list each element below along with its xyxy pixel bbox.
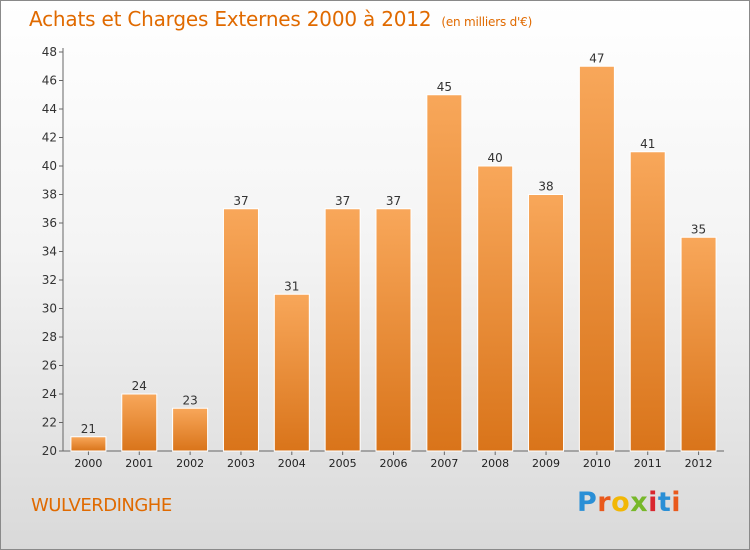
x-tick-label: 2011 <box>634 457 662 470</box>
x-tick-label: 2001 <box>125 457 153 470</box>
bar <box>121 393 158 452</box>
y-tick-label: 20 <box>42 444 57 458</box>
bar <box>477 165 514 452</box>
data-label: 37 <box>233 194 248 208</box>
data-label: 21 <box>81 422 96 436</box>
x-tick-label: 2003 <box>227 457 255 470</box>
data-label: 35 <box>691 222 706 236</box>
y-tick-label: 38 <box>42 188 57 202</box>
data-labels: 21 24 23 37 31 37 37 45 40 38 47 41 35 <box>81 51 706 436</box>
logo-letter: t <box>657 487 672 518</box>
bar <box>629 151 666 452</box>
bar <box>273 293 310 452</box>
x-tick-label: 2005 <box>329 457 357 470</box>
logo-letter: i <box>648 487 658 518</box>
commune-name: WULVERDINGHE <box>31 495 172 516</box>
y-axis: 20 22 24 26 28 30 32 34 36 38 40 42 44 46 48 <box>42 45 64 458</box>
y-tick-label: 32 <box>42 273 57 287</box>
data-label: 47 <box>589 51 604 65</box>
x-tick-label: 2012 <box>685 457 713 470</box>
bar <box>222 208 259 452</box>
bar <box>375 208 412 452</box>
y-tick-label: 28 <box>42 330 57 344</box>
y-tick-label: 48 <box>42 45 57 59</box>
y-tick-label: 22 <box>42 416 57 430</box>
logo-letter: o <box>611 487 631 518</box>
data-label: 31 <box>284 279 299 293</box>
bar <box>578 65 615 452</box>
y-tick-label: 42 <box>42 131 57 145</box>
logo-letter: P <box>577 487 598 518</box>
data-label: 37 <box>386 194 401 208</box>
x-tick-label: 2002 <box>176 457 204 470</box>
y-tick-label: 26 <box>42 359 57 373</box>
chart-title-text: Achats et Charges Externes 2000 à 2012 <box>29 7 432 31</box>
data-label: 41 <box>640 137 655 151</box>
data-label: 37 <box>335 194 350 208</box>
x-tick-label: 2008 <box>481 457 509 470</box>
chart-title-unit: (en milliers d'€) <box>441 15 533 29</box>
bars <box>70 65 717 452</box>
proxiti-logo: Proxiti <box>577 487 681 518</box>
y-tick-label: 30 <box>42 302 57 316</box>
y-tick-label: 44 <box>42 102 57 116</box>
x-axis: 2000 2001 2002 2003 2004 2005 2006 2007 2008 2009… <box>63 450 724 470</box>
x-tick-label: 2000 <box>74 457 102 470</box>
data-label: 45 <box>437 80 452 94</box>
bar <box>324 208 361 452</box>
data-label: 23 <box>182 393 197 407</box>
x-tick-label: 2009 <box>532 457 560 470</box>
bar <box>70 436 107 452</box>
y-tick-label: 40 <box>42 159 57 173</box>
bar <box>172 407 209 452</box>
x-tick-label: 2006 <box>380 457 408 470</box>
bar <box>680 236 717 452</box>
y-tick-label: 34 <box>42 245 57 259</box>
logo-letter: r <box>597 487 612 518</box>
bar <box>426 94 463 452</box>
chart-title: Achats et Charges Externes 2000 à 2012 (e… <box>29 7 532 31</box>
logo-letter: x <box>630 487 649 518</box>
y-tick-label: 46 <box>42 74 57 88</box>
data-label: 24 <box>132 379 147 393</box>
x-tick-label: 2010 <box>583 457 611 470</box>
data-label: 40 <box>488 151 503 165</box>
x-tick-label: 2007 <box>430 457 458 470</box>
bar <box>528 194 565 452</box>
y-tick-label: 36 <box>42 216 57 230</box>
logo-letter: i <box>671 487 682 518</box>
data-label: 38 <box>538 180 553 194</box>
y-tick-label: 24 <box>42 387 57 401</box>
x-tick-label: 2004 <box>278 457 306 470</box>
